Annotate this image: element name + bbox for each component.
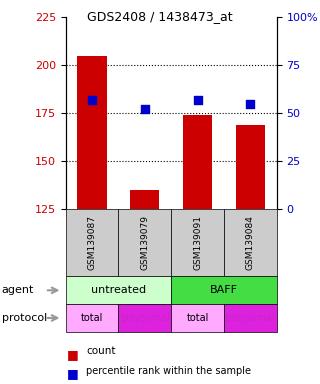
Point bbox=[248, 101, 253, 107]
Point bbox=[195, 97, 200, 103]
Text: total: total bbox=[81, 313, 103, 323]
Text: GSM139091: GSM139091 bbox=[193, 215, 202, 270]
Text: untreated: untreated bbox=[91, 285, 146, 295]
Bar bbox=[130, 190, 159, 209]
Text: GDS2408 / 1438473_at: GDS2408 / 1438473_at bbox=[87, 10, 233, 23]
Text: GSM139087: GSM139087 bbox=[87, 215, 97, 270]
Text: percentile rank within the sample: percentile rank within the sample bbox=[86, 366, 252, 376]
Text: ■: ■ bbox=[67, 348, 79, 361]
Text: total: total bbox=[187, 313, 209, 323]
Text: BAFF: BAFF bbox=[210, 285, 238, 295]
Point bbox=[142, 106, 148, 113]
Bar bbox=[236, 125, 265, 209]
Text: GSM139084: GSM139084 bbox=[246, 215, 255, 270]
Point bbox=[90, 97, 95, 103]
Text: GSM139079: GSM139079 bbox=[140, 215, 149, 270]
Text: polysomal: polysomal bbox=[226, 313, 275, 323]
Bar bbox=[183, 115, 212, 209]
Text: ■: ■ bbox=[67, 367, 79, 381]
Text: protocol: protocol bbox=[2, 313, 47, 323]
Text: agent: agent bbox=[2, 285, 34, 295]
Bar bbox=[77, 56, 107, 209]
Text: polysomal: polysomal bbox=[120, 313, 170, 323]
Text: count: count bbox=[86, 346, 116, 356]
